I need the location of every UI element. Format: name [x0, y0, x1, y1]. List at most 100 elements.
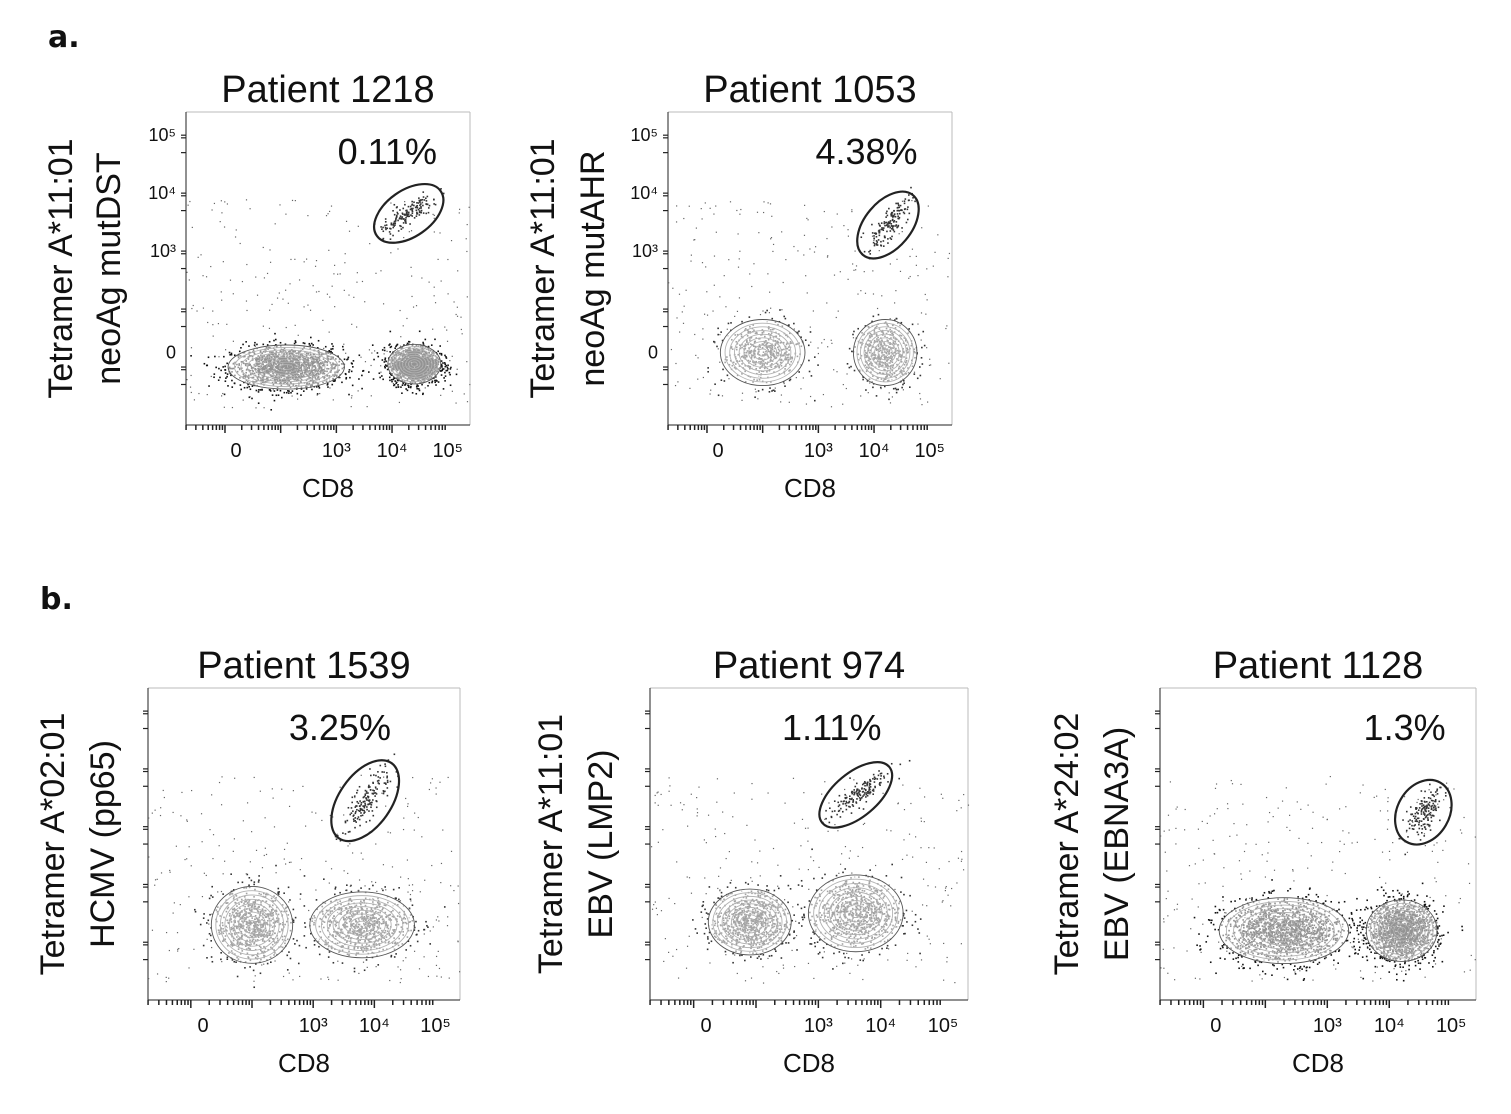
- gated-event-dot: [882, 245, 885, 247]
- background-dot: [330, 205, 333, 207]
- background-dot: [788, 401, 790, 403]
- y-tick-label: 10³: [150, 241, 176, 261]
- gated-event-dot: [883, 236, 886, 239]
- background-dot: [867, 392, 869, 394]
- event-dot: [330, 350, 332, 353]
- background-dot: [925, 313, 927, 315]
- gated-event-dot: [873, 232, 876, 235]
- background-dot: [721, 395, 724, 397]
- gated-event-dot: [869, 249, 872, 252]
- background-dot: [898, 233, 900, 235]
- event-dot: [441, 364, 443, 367]
- background-dot: [697, 357, 699, 359]
- background-dot: [741, 392, 744, 394]
- event-dot: [717, 327, 719, 330]
- background-dot: [781, 309, 783, 311]
- background-dot: [690, 260, 692, 262]
- gated-event-dot: [878, 232, 881, 234]
- event-dot: [895, 317, 898, 320]
- event-dot: [273, 399, 276, 402]
- gated-event-dot: [400, 228, 403, 230]
- background-dot: [307, 304, 309, 306]
- background-dot: [220, 291, 222, 293]
- background-dot: [772, 243, 775, 246]
- background-dot: [693, 239, 695, 241]
- background-dot: [370, 395, 372, 397]
- event-dot: [286, 954, 289, 957]
- chart-title: Patient 1539: [197, 645, 410, 687]
- background-dot: [421, 202, 423, 204]
- background-dot: [322, 319, 324, 321]
- background-dot: [873, 239, 875, 242]
- background-dot: [751, 285, 753, 288]
- background-dot: [217, 323, 220, 325]
- event-dot: [240, 347, 242, 349]
- background-dot: [221, 212, 223, 214]
- background-dot: [926, 268, 928, 270]
- gated-event-dot: [889, 226, 891, 229]
- event-dot: [389, 351, 391, 353]
- event-dot: [783, 315, 786, 318]
- background-dot: [294, 258, 296, 260]
- event-dot: [720, 379, 723, 382]
- background-dot: [932, 265, 934, 267]
- background-dot: [224, 201, 226, 203]
- background-dot: [729, 201, 732, 203]
- x-tick-label: 10⁵: [914, 440, 945, 462]
- gated-event-dot: [402, 207, 405, 210]
- event-dot: [324, 345, 327, 348]
- event-dot: [401, 384, 404, 387]
- event-dot: [233, 382, 236, 384]
- background-dot: [192, 304, 194, 307]
- chart-title: Patient 1053: [703, 69, 916, 111]
- gated-event-dot: [427, 207, 430, 209]
- event-dot: [342, 348, 345, 351]
- event-dot: [788, 324, 790, 326]
- event-dot: [208, 385, 210, 387]
- gated-event-dot: [420, 207, 422, 209]
- event-dot: [388, 344, 390, 346]
- gated-event-dot: [898, 209, 901, 212]
- gated-event-dot: [875, 243, 878, 245]
- background-dot: [191, 307, 193, 310]
- event-dot: [447, 364, 449, 367]
- event-dot: [245, 341, 247, 343]
- background-dot: [814, 246, 817, 248]
- background-dot: [190, 391, 192, 394]
- gated-event-dot: [417, 202, 420, 204]
- event-dot: [381, 349, 384, 351]
- background-dot: [285, 326, 287, 329]
- gated-event-dot: [413, 217, 416, 219]
- background-dot: [736, 209, 738, 212]
- gated-event-dot: [399, 209, 401, 211]
- event-dot: [351, 384, 354, 387]
- event-dot: [345, 376, 348, 379]
- event-dot: [808, 370, 811, 373]
- gated-event-dot: [411, 203, 414, 206]
- gated-event-dot: [392, 222, 395, 225]
- event-dot: [332, 345, 334, 348]
- background-dot: [202, 307, 205, 309]
- background-dot: [285, 289, 287, 291]
- event-dot: [404, 384, 406, 386]
- event-dot: [223, 393, 226, 396]
- gate-percent-label: 0.11%: [338, 131, 437, 172]
- event-dot: [292, 908, 295, 911]
- gated-event-dot: [394, 224, 396, 226]
- gated-event-dot: [887, 222, 890, 225]
- event-dot: [395, 345, 397, 348]
- gated-event-dot: [874, 232, 877, 235]
- event-dot: [326, 383, 329, 385]
- background-dot: [339, 377, 341, 379]
- gated-event-dot: [881, 227, 883, 229]
- background-dot: [294, 200, 296, 202]
- event-dot: [892, 387, 895, 390]
- gated-event-dot: [889, 230, 892, 232]
- event-dot: [923, 344, 926, 347]
- event-dot: [402, 382, 404, 385]
- gated-event-dot: [402, 213, 404, 215]
- gated-event-dot: [393, 220, 396, 223]
- gated-event-dot: [890, 214, 893, 217]
- background-dot: [806, 292, 808, 294]
- event-dot: [268, 389, 271, 391]
